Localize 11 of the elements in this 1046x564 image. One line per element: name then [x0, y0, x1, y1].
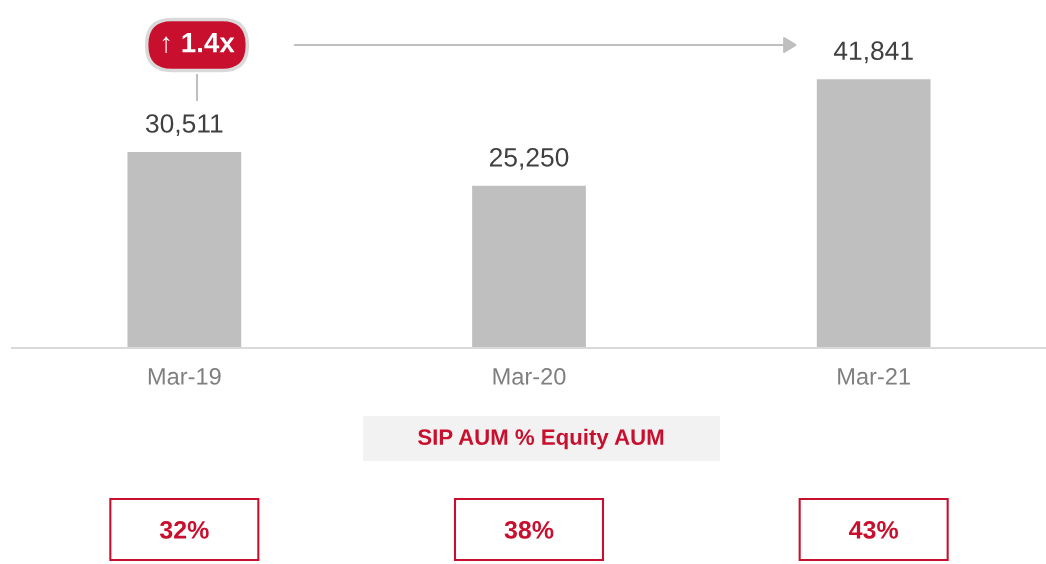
text: 38%: [504, 521, 554, 539]
data-label: 30,511: [145, 114, 223, 136]
x-tick-label: Mar-20: [493, 368, 566, 385]
text: ↑ 1.4x: [162, 33, 235, 54]
text: 43%: [849, 521, 899, 539]
text: SIP AUM % Equity AUM: [417, 428, 664, 450]
text: 32%: [159, 521, 209, 539]
data-label: 41,841: [833, 41, 913, 64]
x-tick-label: Mar-21: [838, 368, 910, 385]
data-label: 25,250: [489, 147, 569, 170]
x-tick-label: Mar-19: [148, 368, 221, 385]
